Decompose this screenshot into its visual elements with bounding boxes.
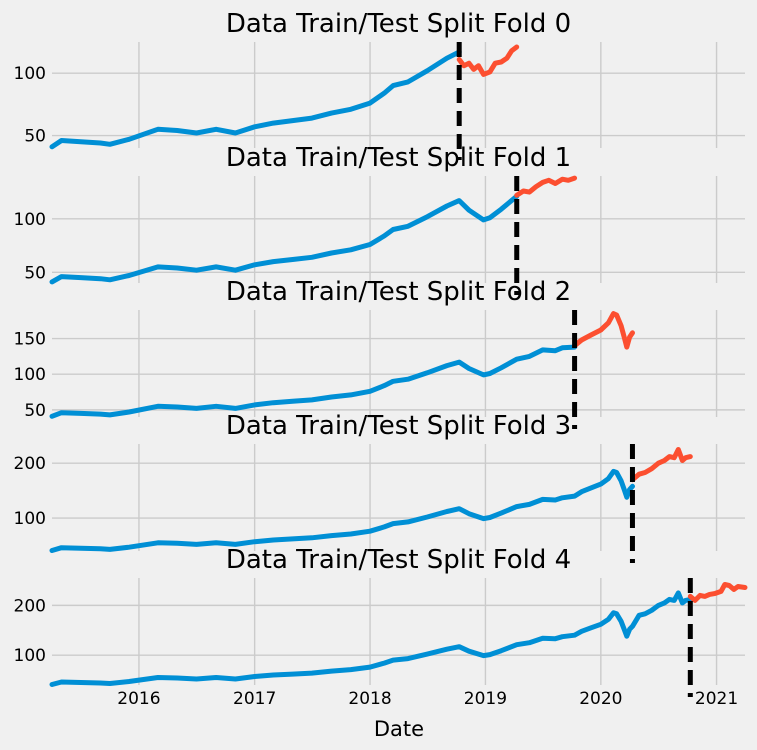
panel-0-test-series — [456, 44, 520, 77]
panel-2-ytick-label: 50 — [24, 401, 46, 421]
panel-2-train-series — [49, 344, 578, 419]
x-tick-label-2020: 2020 — [579, 689, 622, 709]
panel-2-ytick-label: 100 — [14, 365, 46, 385]
panel-4-train-series — [49, 590, 693, 687]
panel-2-ytick-label: 150 — [14, 330, 46, 350]
x-tick-label-2018: 2018 — [348, 689, 391, 709]
panel-1-ytick-label: 50 — [24, 263, 46, 283]
x-tick-label-2017: 2017 — [233, 689, 276, 709]
panel-4-ytick-label: 200 — [14, 596, 46, 616]
panel-2-test-series — [572, 311, 635, 350]
x-tick-label-2019: 2019 — [464, 689, 507, 709]
x-tick-label-2016: 2016 — [117, 689, 160, 709]
panel-1-train-series — [49, 193, 520, 285]
x-axis-label: Date — [374, 717, 424, 741]
x-tick-label-2021: 2021 — [695, 689, 738, 709]
panel-3-train-series — [49, 468, 635, 553]
panel-1-title: Data Train/Test Split Fold 1 — [226, 143, 571, 173]
panel-0-train-series — [49, 49, 462, 150]
panel-4-test-series — [687, 582, 748, 603]
panel-2-title: Data Train/Test Split Fold 2 — [226, 277, 571, 307]
panel-4-title: Data Train/Test Split Fold 4 — [226, 545, 571, 575]
panel-1-test-series — [514, 175, 578, 198]
panel-1-ytick-label: 100 — [14, 210, 46, 230]
panel-0-ytick-label: 100 — [14, 64, 46, 84]
panel-4-ytick-label: 100 — [14, 646, 46, 666]
panel-3-ytick-label: 200 — [14, 454, 46, 474]
panel-3-test-series — [630, 447, 693, 483]
panel-0-ytick-label: 50 — [24, 127, 46, 147]
panel-3-ytick-label: 100 — [14, 509, 46, 529]
panel-0-title: Data Train/Test Split Fold 0 — [226, 9, 571, 39]
panel-3-title: Data Train/Test Split Fold 3 — [226, 411, 571, 441]
